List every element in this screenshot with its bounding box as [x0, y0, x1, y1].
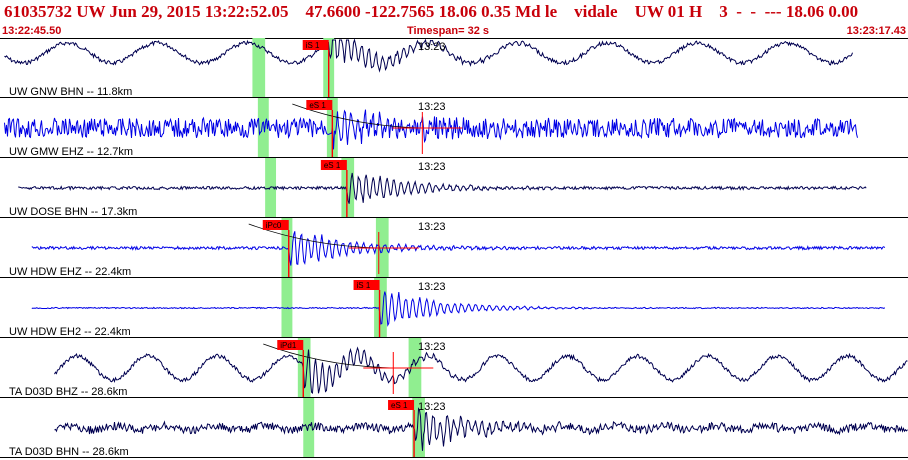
waveform-trace — [4, 38, 853, 73]
event-summary-title: 61035732 UW Jun 29, 2015 13:22:52.05 47.… — [4, 2, 859, 21]
analysis-window — [265, 158, 277, 218]
trace-row: eS 1 13:23 UW GMW EHZ -- 12.7km — [0, 98, 908, 158]
phase-pick-label: iPd1 — [280, 341, 297, 350]
time-info-bar: 13:22:45.50 Timespan= 32 s 13:23:17.43 — [0, 22, 908, 38]
waveform-trace — [4, 109, 858, 150]
analysis-window — [303, 398, 315, 458]
time-mark-label: 13:23 — [418, 401, 446, 413]
station-channel-label: TA D03D BHN -- 28.6km — [9, 446, 129, 458]
phase-pick-label: eS 1 — [324, 161, 341, 170]
start-time: 13:22:45.50 — [2, 25, 62, 37]
phase-pick-label: iPc0 — [266, 221, 282, 230]
travel-time-curve — [292, 103, 423, 129]
time-mark-label: 13:23 — [418, 341, 446, 353]
phase-pick-label: iS 1 — [306, 41, 320, 50]
phase-pick-flag — [353, 280, 380, 290]
analysis-window — [374, 278, 387, 338]
trace-row: iPd1 13:23 TA D03D BHZ -- 28.6km — [0, 338, 908, 398]
phase-pick-label: iS 1 — [357, 281, 371, 290]
phase-pick-flag — [306, 100, 333, 110]
trace-row: iPc0 13:23 UW HDW EHZ -- 22.4km — [0, 218, 908, 278]
travel-time-curve — [263, 343, 394, 369]
phase-pick-flag — [388, 400, 415, 410]
station-channel-label: UW GNW BHN -- 11.8km — [9, 86, 132, 98]
end-time: 13:23:17.43 — [846, 25, 906, 37]
trace-row: iS 1 13:23 UW HDW EH2 -- 22.4km — [0, 278, 908, 338]
phase-pick-flag — [262, 220, 289, 230]
phase-pick-flag — [277, 340, 304, 350]
timespan-label: Timespan= 32 s — [407, 25, 490, 37]
station-channel-label: TA D03D BHZ -- 28.6km — [9, 386, 127, 398]
waveform-trace — [18, 172, 867, 204]
station-channel-label: UW GMW EHZ -- 12.7km — [9, 146, 133, 158]
phase-pick-label: eS 1 — [309, 101, 326, 110]
station-channel-label: UW HDW EH2 -- 22.4km — [9, 326, 131, 338]
trace-row: eS 1 13:23 TA D03D BHN -- 28.6km — [0, 398, 908, 458]
analysis-window — [252, 38, 266, 98]
waveform-trace — [31, 291, 886, 327]
waveform-trace — [31, 231, 886, 266]
waveform-trace — [54, 407, 908, 451]
phase-pick-flag — [302, 40, 329, 50]
waveform-trace — [54, 346, 908, 395]
phase-pick-label: eS 1 — [391, 401, 408, 410]
station-channel-label: UW DOSE BHN -- 17.3km — [9, 206, 137, 218]
time-mark-label: 13:23 — [418, 41, 446, 53]
time-mark-label: 13:23 — [418, 101, 446, 113]
time-mark-label: 13:23 — [418, 221, 446, 233]
analysis-window — [281, 218, 293, 278]
trace-row: eS 1 13:23 UW DOSE BHN -- 17.3km — [0, 158, 908, 218]
time-mark-label: 13:23 — [418, 161, 446, 173]
travel-time-curve — [248, 223, 379, 249]
analysis-window — [341, 158, 355, 218]
station-channel-label: UW HDW EHZ -- 22.4km — [9, 266, 131, 278]
analysis-window — [297, 338, 311, 398]
analysis-window — [257, 98, 269, 158]
phase-pick-flag — [320, 160, 347, 170]
seismogram-panel[interactable]: iS 1 13:23 UW GNW BHN -- 11.8km eS 1 13:23 UW… — [0, 38, 908, 460]
trace-row: iS 1 13:23 UW GNW BHN -- 11.8km — [0, 38, 908, 98]
time-mark-label: 13:23 — [418, 281, 446, 293]
